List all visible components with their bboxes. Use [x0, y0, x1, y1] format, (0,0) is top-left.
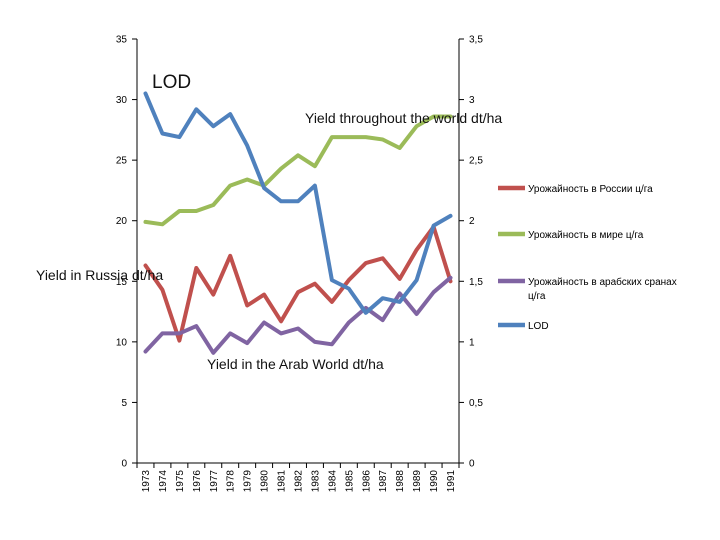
left-tick-label: 10 — [116, 337, 128, 348]
series-line-0 — [143, 224, 453, 343]
axes — [136, 39, 460, 464]
x-tick-label: 1981 — [277, 470, 288, 493]
x-tick-label: 1974 — [158, 470, 169, 493]
left-tick-label: 25 — [116, 156, 128, 167]
legend-label-russia: Урожайность в России ц/га — [528, 184, 653, 195]
x-tick-label: 1988 — [395, 470, 406, 493]
x-tick-label: 1987 — [378, 470, 389, 493]
series-line-1 — [143, 114, 453, 227]
right-tick-label: 0 — [469, 459, 475, 470]
legend-label-world: Урожайность в мире ц/га — [528, 230, 644, 241]
right-tick-label: 2 — [469, 216, 475, 227]
x-tick-label: 1983 — [310, 470, 321, 493]
legend-label-lod: LOD — [528, 321, 549, 332]
annotation-world-yield: Yield throughout the world dt/ha — [305, 110, 502, 126]
right-axis-ticks: 0 0,5 1 1,5 2 2,5 3 3,5 — [459, 35, 483, 470]
x-tick-label: 1973 — [141, 470, 152, 493]
series-lines — [143, 91, 453, 355]
right-tick-label: 3 — [469, 95, 475, 106]
left-tick-label: 5 — [121, 398, 127, 409]
right-tick-label: 0,5 — [469, 398, 483, 409]
x-tick-label: 1985 — [344, 470, 355, 493]
x-tick-label: 1990 — [429, 470, 440, 493]
annotation-arab-yield: Yield in the Arab World dt/ha — [207, 356, 384, 372]
left-tick-label: 15 — [116, 277, 128, 288]
series-line-3 — [143, 91, 453, 315]
x-tick-label: 1982 — [294, 470, 305, 493]
x-tick-label: 1979 — [243, 470, 254, 493]
x-tick-label: 1989 — [412, 470, 423, 493]
right-tick-label: 1,5 — [469, 277, 483, 288]
x-tick-label: 1977 — [209, 470, 220, 493]
right-tick-label: 3,5 — [469, 35, 483, 46]
x-tick-label: 1980 — [260, 470, 271, 493]
left-tick-label: 35 — [116, 35, 128, 46]
x-tick-label: 1978 — [226, 470, 237, 493]
x-tick-label: 1986 — [361, 470, 372, 493]
legend: Урожайность в России ц/га Урожайность в … — [498, 184, 677, 332]
annotation-russia-yield: Yield in Russia dt/ha — [36, 267, 163, 283]
x-tick-label: 1991 — [446, 470, 457, 493]
left-tick-label: 0 — [121, 459, 127, 470]
left-tick-label: 30 — [116, 95, 128, 106]
x-tick-label: 1984 — [327, 470, 338, 493]
legend-label-arab: Урожайность в арабских сранах ц/га — [528, 276, 677, 302]
annotation-lod: LOD — [152, 72, 191, 93]
left-axis-ticks: 0 5 10 15 20 25 30 35 — [116, 35, 137, 470]
x-axis-ticks: 1973 1974 1975 1976 1977 1978 1979 1980 1981 1982… — [136, 463, 460, 493]
x-tick-label: 1976 — [192, 470, 203, 493]
right-tick-label: 1 — [469, 337, 475, 348]
left-tick-label: 20 — [116, 216, 128, 227]
x-tick-label: 1975 — [175, 470, 186, 493]
right-tick-label: 2,5 — [469, 156, 483, 167]
